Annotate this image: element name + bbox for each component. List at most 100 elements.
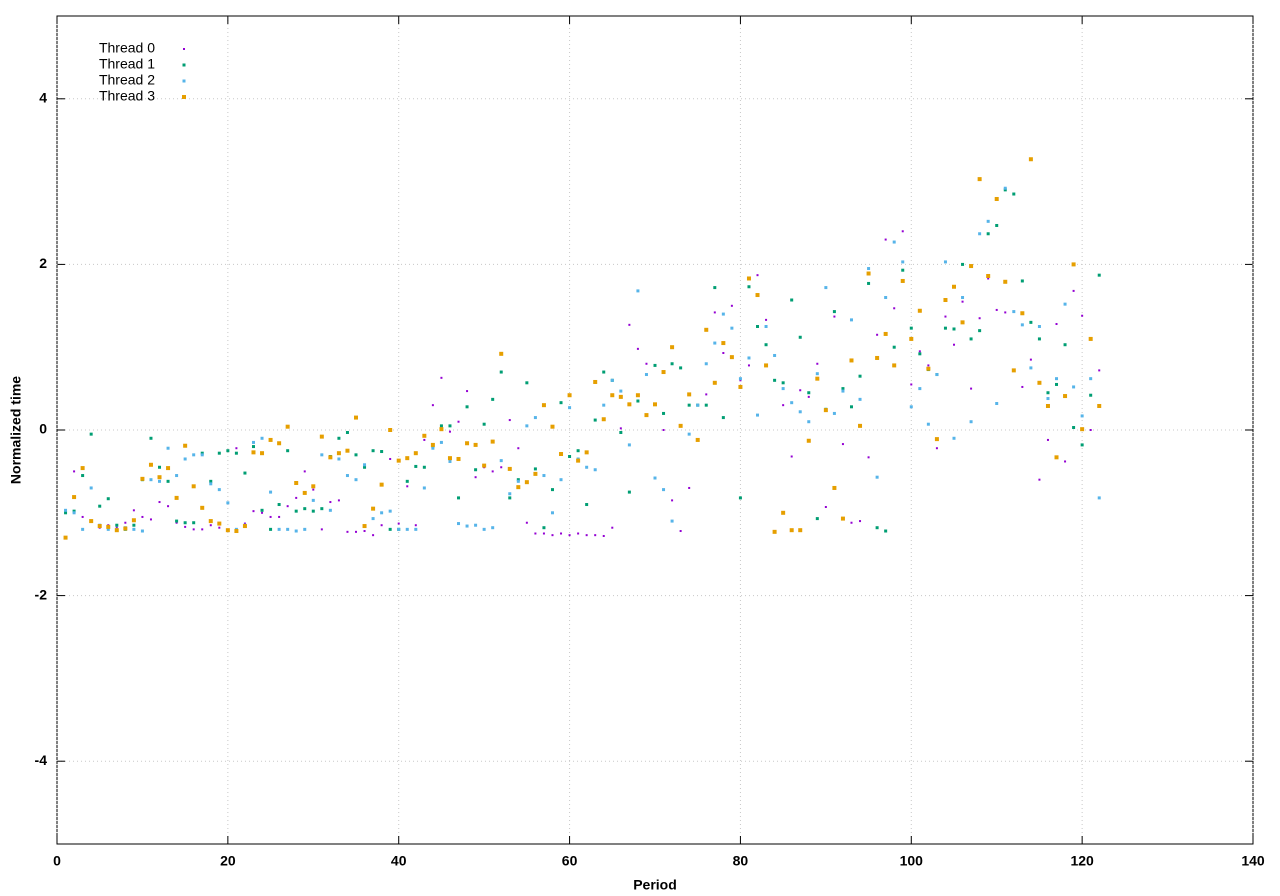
legend-label: Thread 0 <box>99 40 155 56</box>
point <box>970 387 973 390</box>
point <box>987 277 990 280</box>
point <box>371 517 375 521</box>
point <box>81 527 85 531</box>
point <box>260 508 264 512</box>
point <box>1003 279 1008 284</box>
point <box>474 523 478 527</box>
point <box>131 518 136 523</box>
point <box>260 451 265 456</box>
point <box>773 353 777 357</box>
point <box>781 510 786 515</box>
point <box>1055 323 1058 326</box>
point <box>225 528 230 533</box>
point <box>867 281 871 285</box>
point <box>627 490 631 494</box>
point <box>721 312 725 316</box>
point <box>533 467 537 471</box>
point <box>191 484 196 489</box>
point <box>859 520 862 523</box>
point <box>422 486 426 490</box>
x-tick-label: 80 <box>733 853 749 869</box>
point <box>662 411 666 415</box>
point <box>482 527 486 531</box>
point <box>149 478 153 482</box>
point <box>670 519 674 523</box>
point <box>1072 289 1075 292</box>
y-tick-label: 2 <box>39 255 47 271</box>
point <box>363 465 367 469</box>
point <box>311 509 315 513</box>
point <box>850 521 853 524</box>
point <box>380 524 383 527</box>
point <box>961 296 965 300</box>
point <box>336 451 341 456</box>
point <box>636 347 639 350</box>
point <box>1088 336 1093 341</box>
point <box>466 390 469 393</box>
point <box>1020 311 1025 316</box>
point <box>141 515 144 518</box>
point <box>815 376 820 381</box>
point <box>832 411 836 415</box>
point <box>900 278 905 283</box>
point <box>337 457 341 461</box>
point <box>1081 314 1084 317</box>
point <box>978 329 982 333</box>
point <box>439 424 443 428</box>
point <box>414 464 418 468</box>
point <box>730 304 733 307</box>
point <box>175 474 179 478</box>
point <box>423 438 426 441</box>
point <box>1037 337 1041 341</box>
point <box>166 466 171 471</box>
point <box>858 374 862 378</box>
point <box>303 507 307 511</box>
point <box>1097 403 1102 408</box>
point <box>294 509 298 513</box>
point <box>183 521 187 525</box>
point <box>457 420 460 423</box>
point <box>653 402 657 407</box>
point <box>209 482 213 486</box>
point <box>722 351 725 354</box>
point <box>320 507 324 511</box>
point <box>858 397 862 401</box>
point <box>294 480 299 485</box>
point <box>790 455 793 458</box>
point <box>746 276 751 281</box>
point <box>781 387 785 391</box>
point <box>542 474 546 478</box>
point <box>550 424 555 429</box>
point <box>337 499 340 502</box>
point <box>875 475 879 479</box>
point <box>909 326 913 330</box>
point <box>1012 310 1016 314</box>
point <box>815 517 819 521</box>
point <box>875 526 879 530</box>
point <box>952 327 956 331</box>
point <box>278 515 281 518</box>
point <box>251 450 256 455</box>
point <box>200 505 205 510</box>
point <box>721 341 726 346</box>
point <box>114 528 119 533</box>
point <box>252 510 255 513</box>
point <box>525 424 529 428</box>
point <box>670 345 675 350</box>
point <box>1055 382 1059 386</box>
point <box>619 427 622 430</box>
point <box>755 293 760 298</box>
point <box>926 422 930 426</box>
point <box>269 515 272 518</box>
point <box>628 323 631 326</box>
point <box>499 459 503 463</box>
point <box>550 488 554 492</box>
point <box>174 495 179 500</box>
point <box>593 468 597 472</box>
point <box>849 318 853 322</box>
point <box>1020 279 1024 283</box>
point <box>81 474 85 478</box>
point <box>1045 403 1050 408</box>
point <box>610 393 615 398</box>
point <box>738 496 742 500</box>
